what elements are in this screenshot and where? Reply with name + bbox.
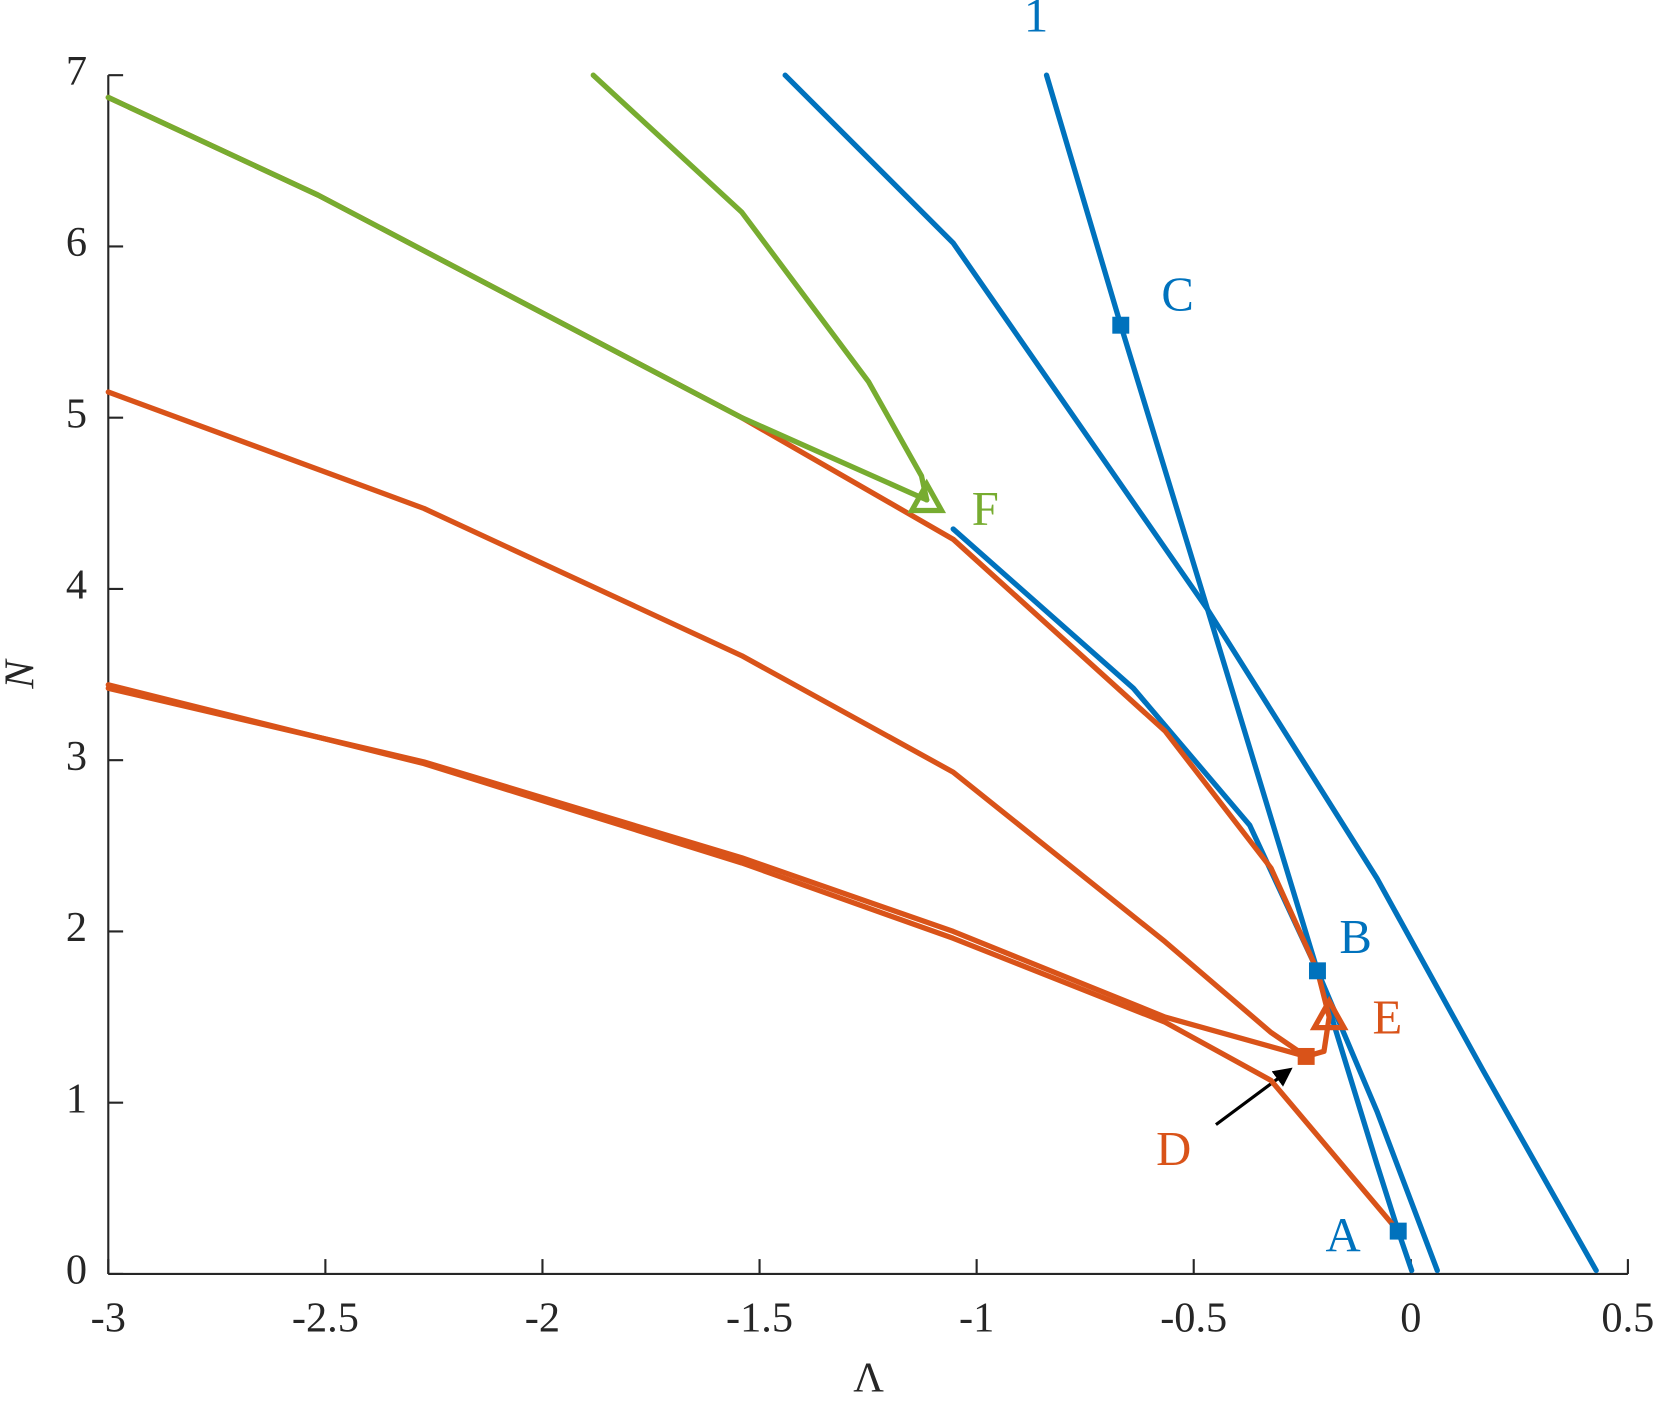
x-tick-label: -2: [525, 1294, 560, 1341]
y-tick-label: 6: [66, 219, 87, 266]
y-tick-label: 1: [66, 1075, 87, 1122]
square-marker: [1308, 962, 1326, 980]
x-tick-label: -1: [959, 1294, 994, 1341]
x-tick-label: 0.5: [1601, 1294, 1654, 1341]
data-line: [105, 685, 1309, 1060]
y-tick-label: 0: [66, 1247, 87, 1294]
data-line: [105, 94, 1332, 1060]
point-label: F: [972, 482, 999, 536]
data-line: [590, 72, 930, 503]
y-tick-label: 4: [66, 562, 87, 609]
point-label: D: [1156, 1122, 1191, 1176]
point-label: A: [1325, 1208, 1360, 1262]
x-tick-label: 0: [1400, 1294, 1421, 1341]
y-axis-label: N: [0, 658, 43, 690]
y-tick-label: 3: [66, 733, 87, 780]
square-marker: [1389, 1222, 1407, 1240]
data-line: [105, 94, 930, 503]
data-line: [105, 682, 1401, 1234]
triangle-marker: [907, 478, 947, 514]
point-label: 1: [1024, 0, 1048, 43]
x-axis-label: Λ: [853, 1355, 884, 1401]
data-line: [950, 526, 1440, 1274]
square-marker: [1112, 316, 1130, 334]
data-line: [105, 389, 1309, 1060]
y-tick-label: 5: [66, 390, 87, 437]
x-tick-label: -1.5: [726, 1294, 793, 1341]
point-label: E: [1372, 990, 1402, 1044]
point-label: C: [1161, 268, 1194, 322]
pointer-arrow: [1215, 1067, 1293, 1126]
x-tick-label: -0.5: [1160, 1294, 1227, 1341]
x-tick-label: -3: [91, 1294, 126, 1341]
y-tick-label: 2: [66, 904, 87, 951]
x-tick-label: -2.5: [292, 1294, 359, 1341]
point-label: B: [1339, 910, 1372, 964]
y-tick-label: 7: [66, 48, 87, 95]
triangle-marker: [1309, 995, 1349, 1031]
data-line: [782, 72, 1599, 1274]
square-marker: [1297, 1047, 1315, 1065]
